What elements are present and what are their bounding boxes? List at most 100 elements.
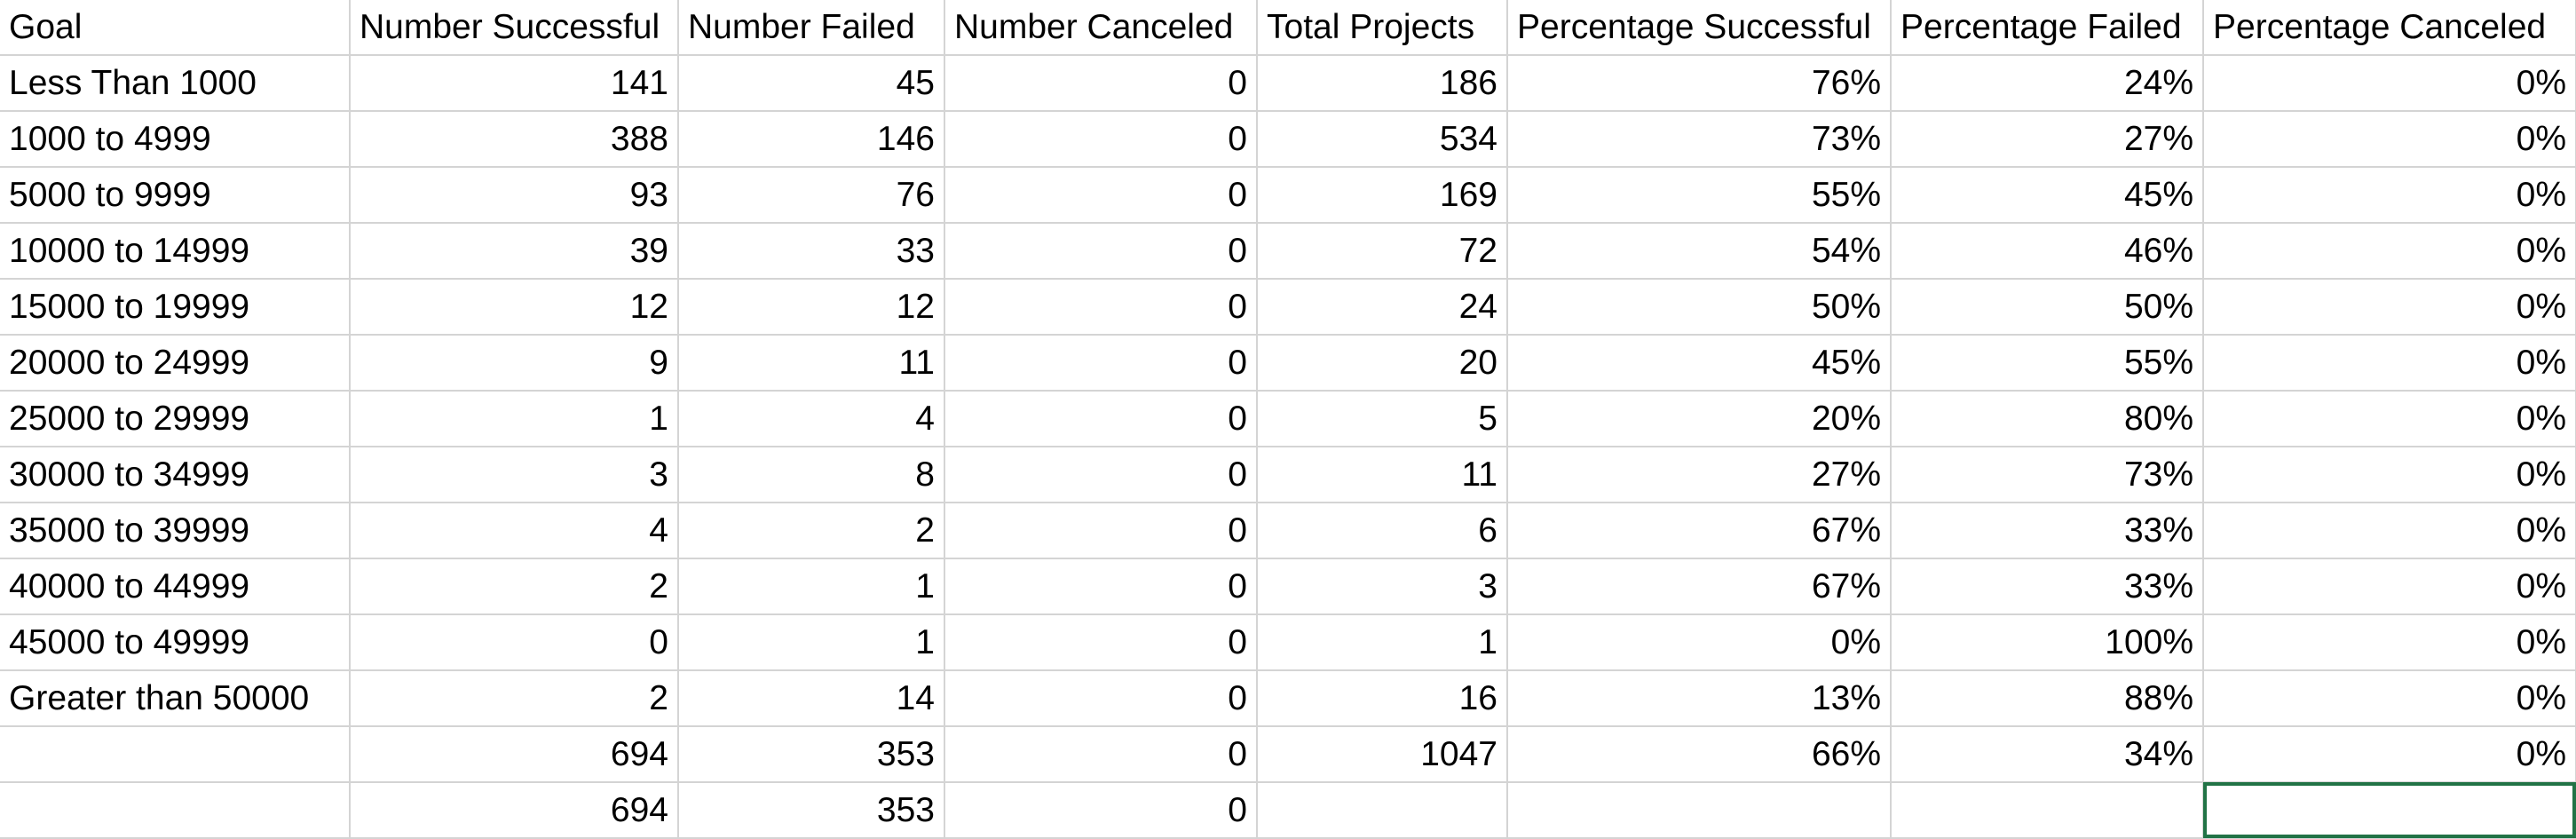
goal-cell[interactable]: 25000 to 29999 [0, 391, 351, 447]
value-cell[interactable]: 34% [1891, 726, 2204, 783]
header-cell[interactable]: Number Successful [350, 0, 679, 56]
goal-cell[interactable]: 10000 to 14999 [0, 223, 351, 280]
value-cell[interactable]: 146 [678, 111, 945, 168]
value-cell[interactable]: 50% [1891, 279, 2204, 336]
value-cell[interactable] [1891, 782, 2204, 839]
value-cell[interactable]: 0% [2203, 167, 2576, 224]
value-cell[interactable]: 0% [2203, 111, 2576, 168]
value-cell[interactable]: 45% [1891, 167, 2204, 224]
value-cell[interactable] [1257, 782, 1508, 839]
value-cell[interactable]: 24 [1257, 279, 1508, 336]
value-cell[interactable]: 186 [1257, 55, 1508, 112]
value-cell[interactable]: 3 [350, 447, 679, 503]
value-cell[interactable]: 45% [1507, 335, 1892, 392]
value-cell[interactable]: 0% [2203, 670, 2576, 727]
value-cell[interactable]: 0 [944, 335, 1258, 392]
header-cell[interactable]: Total Projects [1257, 0, 1508, 56]
value-cell[interactable]: 6 [1257, 503, 1508, 559]
value-cell[interactable]: 0% [2203, 447, 2576, 503]
selected-cell[interactable] [2203, 782, 2576, 839]
value-cell[interactable]: 1 [1257, 614, 1508, 671]
value-cell[interactable]: 0 [944, 391, 1258, 447]
value-cell[interactable]: 694 [350, 782, 679, 839]
value-cell[interactable]: 0% [2203, 223, 2576, 280]
value-cell[interactable]: 4 [350, 503, 679, 559]
value-cell[interactable]: 2 [678, 503, 945, 559]
value-cell[interactable]: 66% [1507, 726, 1892, 783]
value-cell[interactable] [1507, 782, 1892, 839]
value-cell[interactable]: 0% [2203, 503, 2576, 559]
value-cell[interactable]: 16 [1257, 670, 1508, 727]
value-cell[interactable]: 0 [944, 503, 1258, 559]
value-cell[interactable]: 1 [678, 558, 945, 615]
value-cell[interactable]: 55% [1507, 167, 1892, 224]
value-cell[interactable]: 76% [1507, 55, 1892, 112]
value-cell[interactable]: 0% [1507, 614, 1892, 671]
value-cell[interactable]: 93 [350, 167, 679, 224]
value-cell[interactable]: 388 [350, 111, 679, 168]
value-cell[interactable]: 0 [944, 167, 1258, 224]
goal-cell[interactable]: 20000 to 24999 [0, 335, 351, 392]
value-cell[interactable]: 2 [350, 558, 679, 615]
value-cell[interactable]: 27% [1891, 111, 2204, 168]
value-cell[interactable]: 0 [944, 279, 1258, 336]
goal-cell[interactable]: Less Than 1000 [0, 55, 351, 112]
value-cell[interactable]: 353 [678, 782, 945, 839]
value-cell[interactable]: 33% [1891, 558, 2204, 615]
value-cell[interactable]: 694 [350, 726, 679, 783]
value-cell[interactable]: 24% [1891, 55, 2204, 112]
value-cell[interactable]: 0 [944, 614, 1258, 671]
value-cell[interactable]: 3 [1257, 558, 1508, 615]
value-cell[interactable]: 0 [944, 111, 1258, 168]
header-cell[interactable]: Percentage Failed [1891, 0, 2204, 56]
value-cell[interactable]: 0% [2203, 335, 2576, 392]
value-cell[interactable]: 46% [1891, 223, 2204, 280]
value-cell[interactable]: 33% [1891, 503, 2204, 559]
value-cell[interactable]: 0 [944, 782, 1258, 839]
value-cell[interactable]: 0 [944, 670, 1258, 727]
value-cell[interactable]: 27% [1507, 447, 1892, 503]
value-cell[interactable]: 0 [944, 223, 1258, 280]
value-cell[interactable]: 72 [1257, 223, 1508, 280]
value-cell[interactable]: 33 [678, 223, 945, 280]
value-cell[interactable]: 0 [944, 55, 1258, 112]
value-cell[interactable]: 67% [1507, 558, 1892, 615]
value-cell[interactable]: 39 [350, 223, 679, 280]
header-cell[interactable]: Number Canceled [944, 0, 1258, 56]
value-cell[interactable]: 13% [1507, 670, 1892, 727]
goal-cell[interactable]: Greater than 50000 [0, 670, 351, 727]
goal-cell[interactable]: 1000 to 4999 [0, 111, 351, 168]
header-cell[interactable]: Goal [0, 0, 351, 56]
value-cell[interactable]: 88% [1891, 670, 2204, 727]
value-cell[interactable]: 20% [1507, 391, 1892, 447]
value-cell[interactable]: 0% [2203, 614, 2576, 671]
value-cell[interactable]: 73% [1891, 447, 2204, 503]
value-cell[interactable]: 11 [1257, 447, 1508, 503]
goal-cell[interactable]: 35000 to 39999 [0, 503, 351, 559]
value-cell[interactable]: 50% [1507, 279, 1892, 336]
value-cell[interactable]: 0 [944, 726, 1258, 783]
value-cell[interactable]: 1 [350, 391, 679, 447]
value-cell[interactable]: 80% [1891, 391, 2204, 447]
goal-cell[interactable]: 30000 to 34999 [0, 447, 351, 503]
goal-cell[interactable]: 40000 to 44999 [0, 558, 351, 615]
value-cell[interactable]: 169 [1257, 167, 1508, 224]
value-cell[interactable]: 4 [678, 391, 945, 447]
goal-cell[interactable]: 5000 to 9999 [0, 167, 351, 224]
value-cell[interactable]: 8 [678, 447, 945, 503]
value-cell[interactable]: 0 [944, 447, 1258, 503]
value-cell[interactable]: 100% [1891, 614, 2204, 671]
value-cell[interactable]: 353 [678, 726, 945, 783]
value-cell[interactable]: 11 [678, 335, 945, 392]
value-cell[interactable]: 1 [678, 614, 945, 671]
goal-cell[interactable]: 15000 to 19999 [0, 279, 351, 336]
value-cell[interactable]: 0 [350, 614, 679, 671]
header-cell[interactable]: Percentage Canceled [2203, 0, 2576, 56]
value-cell[interactable]: 14 [678, 670, 945, 727]
value-cell[interactable]: 0 [944, 558, 1258, 615]
goal-cell[interactable]: 45000 to 49999 [0, 614, 351, 671]
value-cell[interactable]: 12 [678, 279, 945, 336]
header-cell[interactable]: Number Failed [678, 0, 945, 56]
goal-cell[interactable] [0, 726, 351, 783]
value-cell[interactable]: 9 [350, 335, 679, 392]
